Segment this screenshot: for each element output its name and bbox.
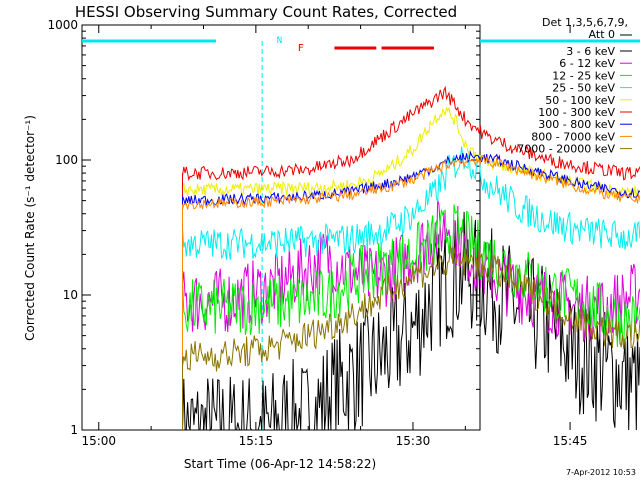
- x-tick-label: 15:15: [239, 434, 274, 448]
- legend-entry-label: 25 - 50 keV: [552, 82, 615, 95]
- x-tick-label: 15:45: [553, 434, 588, 448]
- legend-entry-label: 3 - 6 keV: [566, 45, 615, 58]
- series-line-4: [182, 146, 640, 430]
- series-line-6: [182, 85, 640, 430]
- y-tick-label: 1000: [47, 18, 78, 32]
- series-lines: [182, 85, 640, 432]
- night-flag-label: N: [277, 36, 282, 46]
- x-tick-label: 15:00: [81, 434, 116, 448]
- y-tick-label: 100: [55, 153, 78, 167]
- legend-entry-label: 300 - 800 keV: [538, 118, 615, 131]
- legend-entry-label: 50 - 100 keV: [545, 94, 615, 107]
- x-axis-title: Start Time (06-Apr-12 14:58:22): [184, 457, 376, 471]
- timestamp: 7-Apr-2012 10:53: [566, 468, 636, 477]
- chart-title: HESSI Observing Summary Count Rates, Cor…: [75, 3, 457, 21]
- legend-entry-label: 6 - 12 keV: [559, 57, 615, 70]
- legend-entry-label: 7000 - 20000 keV: [517, 143, 615, 156]
- legend-entry-label: 800 - 7000 keV: [531, 130, 615, 143]
- axis-ticks: 15:0015:1515:3015:4516:0016:1516:3011010…: [47, 18, 588, 448]
- y-axis-title: Corrected Count Rate (s⁻¹ detector⁻¹): [23, 115, 37, 341]
- legend-entry-label: 100 - 300 keV: [538, 106, 615, 119]
- y-tick-label: 1: [70, 423, 78, 437]
- x-tick-label: 15:30: [396, 434, 431, 448]
- y-tick-label: 10: [63, 288, 78, 302]
- series-line-1: [182, 211, 640, 432]
- flare-flag-label: F: [298, 43, 304, 54]
- legend-header-line1: Det 1,3,5,6,7,9,: [542, 16, 628, 29]
- series-line-9: [182, 244, 640, 430]
- series-line-5: [182, 106, 640, 430]
- observing-flags: NF: [82, 36, 640, 430]
- series-line-8: [182, 155, 640, 430]
- series-line-3: [182, 204, 640, 430]
- legend-header-line2: Att 0: [589, 28, 615, 41]
- legend-entry-label: 12 - 25 keV: [552, 69, 615, 82]
